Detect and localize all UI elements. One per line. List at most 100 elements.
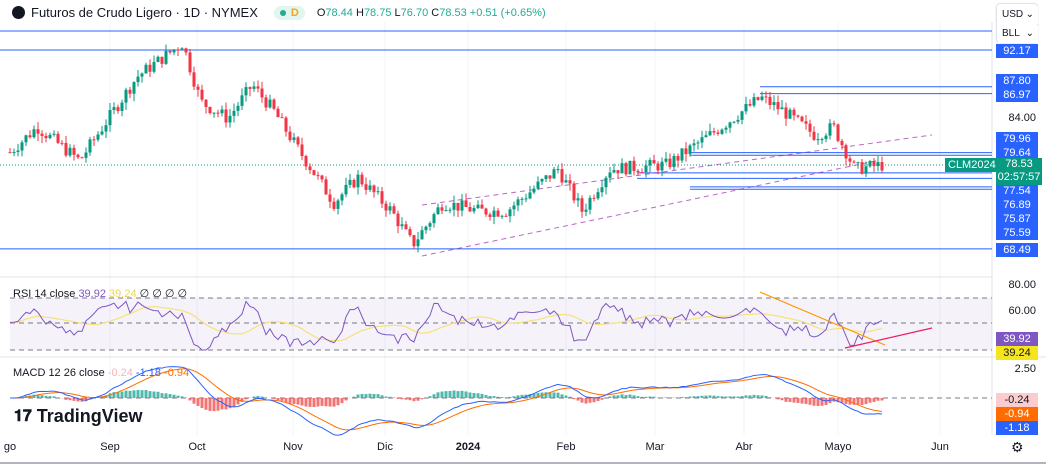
candle-body	[648, 160, 652, 166]
candle-body	[272, 99, 276, 109]
candle-body	[560, 169, 564, 183]
candle-body	[620, 163, 624, 174]
macd-histogram-bar	[84, 398, 88, 402]
low-value: 76.70	[400, 6, 429, 19]
candle-body	[20, 142, 24, 151]
macd-legend-hist: -0.24	[107, 367, 133, 379]
macd-histogram-bar	[56, 397, 60, 398]
candle-body	[804, 121, 808, 124]
high-value: 78.75	[363, 6, 392, 19]
price-level-label: 76.89	[996, 198, 1038, 212]
x-axis-label: Nov	[283, 441, 303, 453]
macd-histogram-bar	[464, 391, 468, 398]
macd-legend[interactable]: MACD 12 26 close -0.24 -1.18 -0.94	[13, 367, 189, 379]
candle-body	[756, 97, 760, 100]
macd-histogram-bar	[600, 398, 604, 400]
macd-histogram-bar	[880, 398, 884, 401]
macd-histogram-bar	[856, 398, 860, 405]
macd-histogram-bar	[516, 395, 520, 398]
candle-body	[128, 89, 132, 94]
macd-histogram-bar	[172, 394, 176, 398]
candle-body	[480, 204, 484, 209]
macd-histogram-bar	[484, 394, 488, 398]
rsi-tick: 80.00	[1008, 279, 1036, 291]
macd-histogram-bar	[364, 394, 368, 398]
macd-histogram-bar	[508, 396, 512, 398]
candle-body	[168, 50, 172, 53]
macd-histogram-bar	[808, 398, 812, 405]
price-level-label: 92.17	[996, 44, 1038, 58]
macd-histogram-bar	[572, 398, 576, 400]
candle-body	[216, 112, 220, 114]
channel-lower-line	[421, 159, 881, 257]
macd-histogram-bar	[476, 393, 480, 398]
candle-body	[88, 139, 92, 153]
macd-histogram-bar	[548, 392, 552, 398]
macd-histogram-bar	[152, 391, 156, 398]
macd-histogram-bar	[256, 396, 260, 398]
oil-drop-icon	[12, 6, 25, 19]
candle-body	[856, 162, 860, 164]
candle-body	[220, 109, 224, 114]
rsi-legend[interactable]: RSI 14 close 39.92 39.24 ∅ ∅ ∅ ∅	[13, 287, 187, 300]
macd-histogram-bar	[640, 396, 644, 398]
macd-histogram-bar	[316, 398, 320, 407]
candle-body	[440, 207, 444, 211]
candle-body	[564, 180, 568, 183]
rsi-line	[9, 300, 883, 351]
candle-body	[312, 170, 316, 176]
price-level-label: 68.49	[996, 243, 1038, 257]
macd-histogram-bar	[132, 390, 136, 398]
macd-histogram-bar	[352, 396, 356, 398]
candle-body	[416, 239, 420, 247]
macd-histogram-bar	[332, 398, 336, 407]
candle-body	[800, 116, 804, 122]
macd-histogram-bar	[412, 398, 416, 402]
candle-body	[404, 224, 408, 230]
candle-body	[464, 200, 468, 208]
macd-histogram-bar	[512, 396, 516, 398]
candle-body	[496, 210, 500, 217]
macd-legend-macd: -1.18	[135, 367, 161, 379]
macd-histogram-bar	[820, 398, 824, 406]
macd-histogram-bar	[160, 393, 164, 398]
macd-histogram-bar	[532, 393, 536, 398]
candle-body	[552, 169, 556, 179]
candle-body	[64, 142, 68, 156]
macd-histogram-bar	[144, 389, 148, 398]
macd-histogram-bar	[764, 395, 768, 398]
macd-histogram-bar	[704, 395, 708, 398]
symbol-title[interactable]: Futuros de Crudo Ligero · 1D · NYMEX	[31, 5, 258, 20]
macd-histogram-bar	[40, 395, 44, 398]
candle-body	[152, 62, 156, 72]
candle-body	[308, 166, 312, 171]
settings-gear-icon[interactable]: ⚙	[1011, 439, 1024, 455]
candle-body	[528, 192, 532, 199]
candle-body	[356, 174, 360, 188]
candle-body	[328, 194, 332, 202]
macd-histogram-bar	[584, 398, 588, 404]
bottom-border	[0, 462, 1046, 464]
macd-histogram-bar	[868, 398, 872, 403]
candle-body	[332, 201, 336, 209]
macd-histogram-bar	[608, 396, 612, 398]
currency-select[interactable]: USD ⌄	[998, 6, 1038, 24]
last-price-label: 78.53 02:57:57	[996, 158, 1042, 185]
close-value: 78.53	[439, 6, 467, 19]
candle-body	[768, 96, 772, 106]
macd-histogram-bar	[444, 391, 448, 398]
macd-histogram-bar	[684, 397, 688, 398]
macd-histogram-bar	[48, 396, 52, 398]
macd-histogram-bar	[780, 398, 784, 401]
rsi-legend-title: RSI 14 close	[13, 288, 76, 300]
macd-histogram-bar	[408, 398, 412, 401]
market-status-badge[interactable]: D	[273, 5, 305, 20]
unit-select[interactable]: BLL ⌄	[998, 25, 1038, 43]
tradingview-logo[interactable]: 𝟏𝟕 TradingView	[14, 406, 143, 427]
candle-body	[652, 160, 656, 164]
macd-histogram-bar	[836, 398, 840, 403]
macd-legend-signal: -0.94	[164, 367, 190, 379]
candle-body	[532, 188, 536, 193]
candle-body	[612, 170, 616, 173]
